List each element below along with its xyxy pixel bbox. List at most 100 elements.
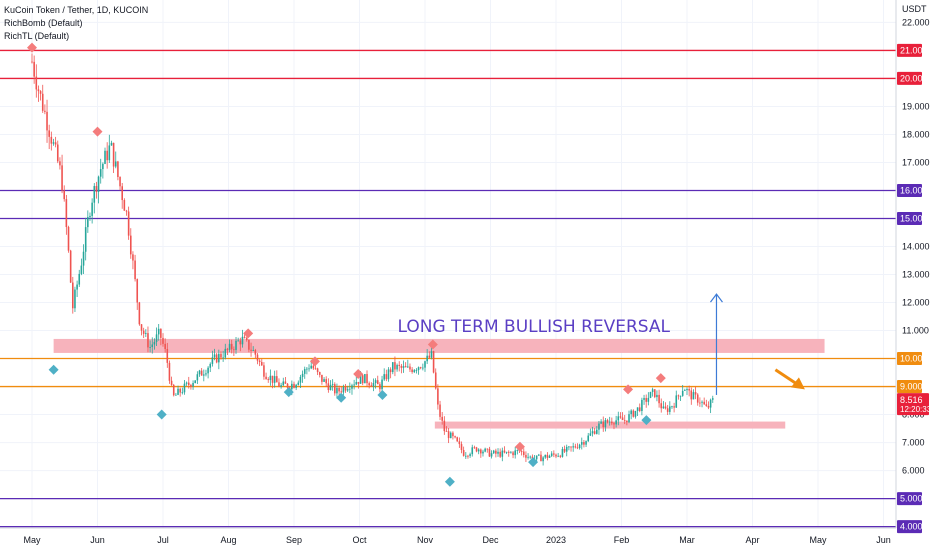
candle-body (681, 390, 684, 396)
candle-body (385, 374, 388, 380)
candle-body (123, 200, 126, 211)
level-price-tag-text: 16.000 (900, 185, 928, 195)
candle-body (598, 423, 600, 430)
currency-label: USDT (902, 4, 927, 14)
candle-body (84, 227, 87, 252)
candle-body (439, 404, 441, 417)
candle-body (340, 391, 343, 393)
candle-body (256, 354, 259, 361)
bottom-signal-marker (528, 457, 539, 468)
candle-body (213, 354, 216, 358)
candle-body (600, 421, 602, 424)
candle-body (394, 362, 396, 370)
candle-body (632, 410, 635, 417)
candle-body (65, 199, 68, 228)
candle-body (89, 215, 91, 218)
candle-body (250, 349, 252, 351)
candle-body (615, 420, 617, 425)
candle-body (512, 452, 514, 456)
candle-body (138, 302, 141, 325)
candle-body (254, 350, 257, 355)
candle-body (559, 455, 562, 457)
candle-body (548, 455, 551, 458)
price-tick-label: 17.000 (902, 157, 930, 167)
level-price-tag (897, 520, 922, 534)
candle-body (628, 414, 630, 423)
time-tick-label: 2023 (546, 535, 566, 545)
candle-body (224, 348, 227, 358)
candle-body (649, 391, 652, 398)
candle-body (520, 451, 523, 452)
chart-legend: KuCoin Token / Tether, 1D, KUCOIN RichBo… (4, 4, 148, 43)
top-signal-marker (655, 373, 666, 384)
level-price-tag-text: 10.000 (900, 354, 928, 364)
candle-body (59, 161, 61, 166)
signal-markers (27, 42, 666, 487)
candle-body (546, 454, 549, 458)
price-tags: 21.000 20.000 16.000 15.000 10.000 9.000 5.000… (897, 43, 932, 534)
level-price-tag-text: 5.000 (900, 494, 923, 504)
candle-body (91, 202, 93, 216)
level-price-tag-text: 15.000 (900, 213, 928, 223)
time-tick-label: Jun (90, 535, 105, 545)
candle-body (477, 449, 480, 452)
candle-body (407, 366, 409, 368)
candle-body (486, 448, 489, 450)
candle-body (35, 76, 38, 90)
candle-body (299, 376, 302, 383)
candle-body (31, 61, 33, 63)
candle-body (142, 330, 145, 334)
price-tick-label: 11.000 (902, 326, 929, 336)
candle-body (316, 368, 319, 373)
candle-body (280, 385, 282, 387)
level-price-tag (897, 71, 922, 85)
price-tick-label: 7.000 (902, 438, 925, 448)
candle-body (308, 368, 310, 370)
candle-body (318, 372, 321, 375)
candle-body (321, 374, 323, 382)
candle-body (510, 452, 512, 454)
candle-body (703, 401, 705, 405)
bottom-signal-marker (156, 409, 167, 420)
candle-body (514, 450, 516, 456)
price-tick-label: 19.000 (902, 101, 930, 111)
candle-body (525, 454, 527, 458)
candle-body (563, 448, 566, 452)
candle-body (591, 431, 594, 434)
candle-body (54, 142, 57, 145)
level-price-tag-text: 4.000 (900, 522, 923, 532)
candle-body (417, 367, 420, 371)
candle-body (269, 375, 272, 381)
candle-body (136, 279, 139, 303)
candle-body (325, 379, 328, 384)
top-signal-marker (27, 42, 37, 53)
time-tick-label: Jul (157, 535, 169, 545)
candle-body (428, 355, 431, 358)
candle-body (621, 417, 624, 421)
candle-body (679, 395, 682, 397)
candle-body (74, 289, 76, 309)
zone-rect (53, 338, 825, 353)
level-price-tag-text: 9.000 (900, 382, 923, 392)
candle-body (696, 394, 699, 403)
candle-body (619, 416, 622, 418)
candle-body (82, 251, 85, 266)
candle-body (166, 349, 169, 363)
candle-body (555, 454, 557, 457)
candle-body (50, 136, 53, 144)
candle-body (473, 447, 476, 449)
candle-body (93, 186, 96, 203)
top-signal-marker (427, 339, 438, 350)
time-tick-label: Dec (482, 535, 499, 545)
candle-body (608, 421, 611, 423)
candle-body (641, 399, 643, 412)
candle-body (391, 362, 394, 373)
candle-body (222, 357, 224, 359)
last-price-value: 8.516 (900, 395, 923, 405)
candle-body (140, 324, 143, 331)
candle-body (432, 351, 435, 373)
candle-body (39, 91, 42, 94)
candle-body (684, 390, 686, 391)
candle-body (185, 382, 188, 384)
